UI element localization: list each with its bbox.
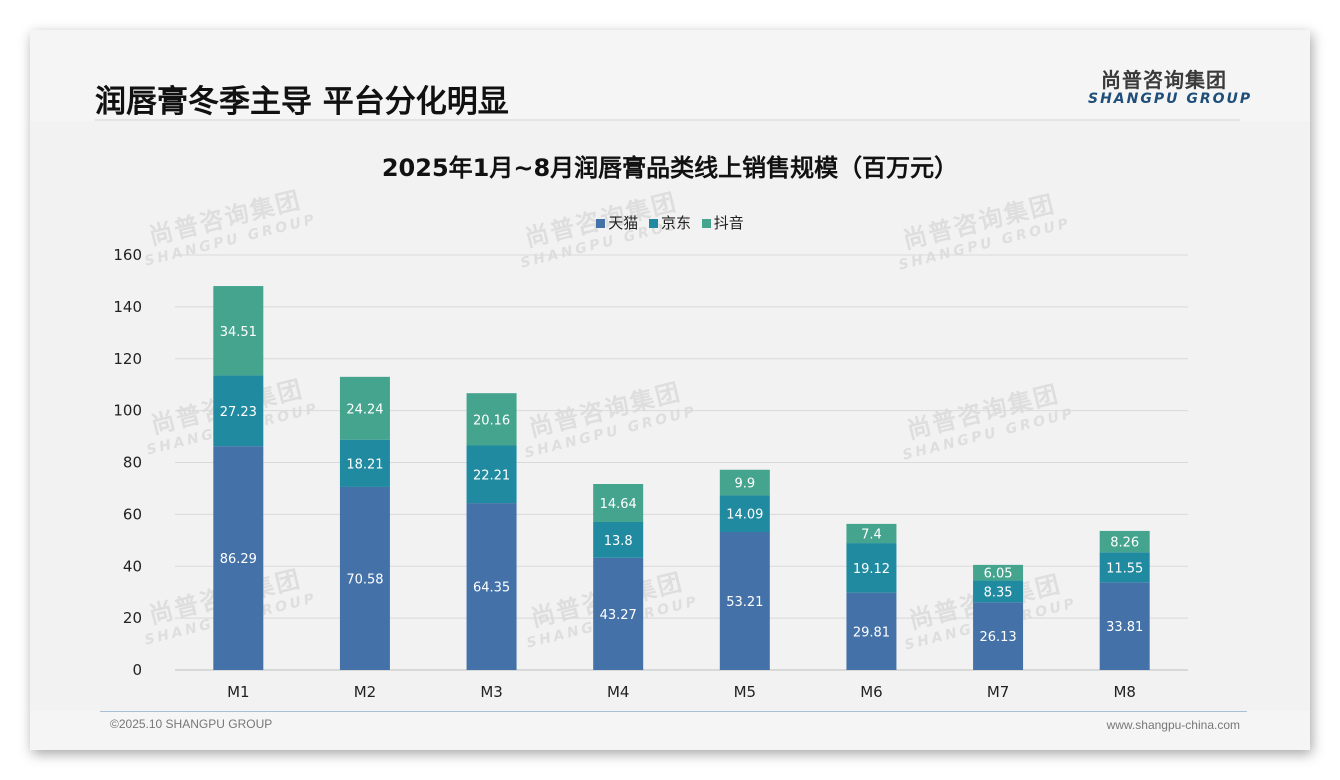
- bar-segment-douyin: [719, 469, 770, 496]
- legend-item-jd: 京东: [648, 212, 691, 233]
- data-label: 6.05: [984, 567, 1013, 582]
- bar-segment-douyin: [466, 393, 517, 446]
- slide: 润唇膏冬季主导 平台分化明显 尚普咨询集团 SHANGPU GROUP 尚普咨询…: [30, 30, 1310, 750]
- data-label: 53.21: [726, 595, 763, 610]
- bar-segment-jd: [213, 375, 264, 447]
- chart-title: 2025年1月~8月润唇膏品类线上销售规模（百万元）: [381, 154, 959, 182]
- bar-segment-douyin: [973, 564, 1024, 581]
- x-tick-label: M6: [860, 683, 883, 701]
- bar-segment-douyin: [339, 376, 390, 440]
- x-tick-label: M7: [987, 683, 1010, 701]
- data-label: 33.81: [1106, 620, 1143, 635]
- logo-text-en: SHANGPU GROUP: [1088, 91, 1253, 107]
- legend-label: 天猫: [608, 214, 639, 232]
- data-label: 20.16: [473, 413, 510, 428]
- bar-segment-tmall: [846, 592, 897, 670]
- y-tick-label: 140: [113, 298, 142, 316]
- bar-segment-tmall: [466, 503, 517, 670]
- data-label: 8.26: [1110, 536, 1139, 551]
- bar-segment-tmall: [719, 531, 770, 670]
- legend-label: 京东: [660, 214, 691, 232]
- y-tick-label: 20: [123, 609, 142, 627]
- data-label: 18.21: [346, 457, 383, 472]
- data-label: 26.13: [979, 630, 1016, 645]
- bar-segment-douyin: [593, 484, 644, 522]
- header-divider: [95, 119, 1240, 121]
- data-label: 19.12: [853, 562, 890, 577]
- bar-segment-tmall: [1099, 582, 1150, 670]
- x-tick-label: M2: [354, 683, 377, 701]
- y-tick-label: 80: [123, 454, 142, 472]
- legend-swatch-tmall: [596, 219, 606, 228]
- footer-website[interactable]: www.shangpu-china.com: [1106, 718, 1240, 732]
- bar-segment-jd: [973, 580, 1024, 603]
- bar-segment-jd: [1099, 552, 1150, 583]
- x-tick-label: M8: [1113, 683, 1136, 701]
- data-label: 86.29: [220, 552, 257, 567]
- bar-segment-jd: [339, 439, 390, 487]
- bar-segment-tmall: [973, 602, 1024, 670]
- footer-copyright: ©2025.10 SHANGPU GROUP: [110, 717, 273, 731]
- bar-segment-tmall: [339, 486, 390, 670]
- data-label: 22.21: [473, 468, 510, 483]
- y-tick-label: 120: [113, 350, 142, 368]
- legend-label: 抖音: [713, 214, 744, 232]
- legend-swatch-jd: [648, 219, 658, 228]
- x-tick-label: M5: [734, 683, 757, 701]
- data-label: 43.27: [600, 608, 637, 623]
- x-tick-label: M4: [607, 683, 630, 701]
- data-label: 34.51: [220, 325, 257, 340]
- data-label: 14.64: [600, 497, 637, 512]
- stacked-bar-chart: 0 20 40 60 80 100 120 140 160 86.29 27.23 34.51 M1 70…: [113, 246, 1188, 701]
- data-label: 11.55: [1106, 561, 1143, 576]
- data-label: 64.35: [473, 581, 510, 596]
- chart-legend: 天猫 京东 抖音: [30, 212, 1310, 233]
- x-tick-label: M3: [480, 683, 503, 701]
- legend-item-douyin: 抖音: [701, 212, 744, 233]
- bar-segment-jd: [719, 495, 770, 532]
- y-tick-label: 160: [113, 246, 142, 264]
- data-label: 24.24: [346, 402, 383, 417]
- bar-segment-douyin: [213, 286, 264, 376]
- bar-segment-jd: [466, 445, 517, 504]
- y-tick-label: 40: [123, 557, 142, 575]
- legend-item-tmall: 天猫: [596, 212, 638, 233]
- footer-divider: [100, 711, 1247, 712]
- data-label: 27.23: [220, 405, 257, 420]
- data-label: 70.58: [346, 572, 383, 587]
- bar-segment-douyin: [846, 523, 897, 544]
- data-label: 9.9: [734, 477, 755, 492]
- y-tick-label: 0: [132, 661, 142, 679]
- bar-segment-tmall: [593, 557, 644, 670]
- data-label: 7.4: [861, 527, 882, 542]
- company-logo: 尚普咨询集团 SHANGPU GROUP: [1088, 64, 1253, 107]
- bar-segment-jd: [593, 521, 644, 558]
- y-tick-label: 100: [113, 402, 142, 420]
- data-label: 29.81: [853, 625, 890, 640]
- page-title: 润唇膏冬季主导 平台分化明显: [95, 84, 509, 120]
- bar-segment-jd: [846, 543, 897, 593]
- bar-segment-tmall: [213, 446, 264, 670]
- data-label: 13.8: [604, 534, 633, 549]
- y-tick-label: 60: [123, 505, 142, 523]
- bar-segment-douyin: [1099, 530, 1150, 553]
- logo-text-cn: 尚普咨询集团: [1101, 68, 1227, 92]
- legend-swatch-douyin: [701, 219, 711, 228]
- x-tick-label: M1: [227, 683, 250, 701]
- data-label: 8.35: [984, 585, 1013, 600]
- data-label: 14.09: [726, 508, 763, 523]
